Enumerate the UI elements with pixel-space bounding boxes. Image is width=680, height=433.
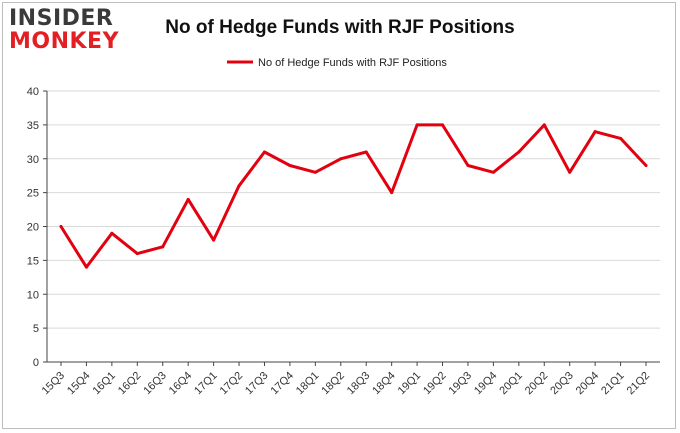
x-tick-label: 15Q4 [65,370,93,398]
data-point [262,150,266,154]
data-point [568,170,572,174]
axes [46,91,660,363]
y-axis-ticks: 0 5 10 15 20 25 30 35 40 [27,86,47,369]
data-point [517,150,521,154]
x-tick-label: 16Q2 [116,370,144,398]
data-point [288,164,292,168]
x-tick-label: 15Q3 [40,370,68,398]
series-line [59,123,648,269]
data-point [84,265,88,269]
x-tick-label: 17Q3 [243,370,271,398]
data-point [212,238,216,242]
data-point [491,170,495,174]
x-tick-label: 20Q1 [497,370,525,398]
data-point [110,231,114,235]
y-tick-label: 25 [27,188,39,200]
x-tick-label: 16Q1 [90,370,118,398]
x-tick-label: 18Q1 [294,370,322,398]
data-point [466,164,470,168]
x-tick-label: 20Q2 [523,370,551,398]
x-tick-label: 17Q1 [192,370,220,398]
y-tick-label: 40 [27,86,39,98]
x-tick-label: 16Q3 [141,370,169,398]
chart-frame [2,2,676,429]
x-axis-ticks: 15Q315Q416Q116Q216Q316Q417Q117Q217Q317Q4… [40,362,653,398]
data-point [593,130,597,134]
y-tick-label: 35 [27,120,39,132]
y-tick-label: 30 [27,154,39,166]
x-tick-label: 17Q2 [218,370,246,398]
x-tick-label: 19Q4 [472,370,500,398]
data-point [161,245,165,249]
data-point [135,252,139,256]
x-tick-label: 21Q1 [599,370,627,398]
x-tick-label: 19Q1 [396,370,424,398]
series [59,123,648,269]
y-tick-label: 5 [33,323,39,335]
y-tick-label: 20 [27,222,39,234]
data-point [441,123,445,127]
legend: No of Hedge Funds with RJF Positions [227,57,447,69]
y-tick-label: 15 [27,255,39,267]
data-point [364,150,368,154]
insider-monkey-logo: INSIDER MONKEY [9,8,127,53]
y-tick-label: 0 [33,357,39,369]
legend-label: No of Hedge Funds with RJF Positions [258,57,447,69]
x-tick-label: 19Q2 [421,370,449,398]
x-tick-label: 21Q2 [625,370,653,398]
x-tick-label: 19Q3 [447,370,475,398]
data-point [339,157,343,161]
logo-line-2: MONKEY [9,29,120,54]
gridlines [47,90,660,329]
data-point [237,184,241,188]
x-tick-label: 20Q3 [548,370,576,398]
x-tick-label: 18Q4 [370,370,398,398]
data-point [644,164,648,168]
x-tick-label: 18Q3 [345,370,373,398]
y-tick-label: 10 [27,289,39,301]
x-tick-label: 16Q4 [167,370,195,398]
logo-line-1: INSIDER [9,6,114,31]
data-point [415,123,419,127]
chart-title: No of Hedge Funds with RJF Positions [165,17,515,38]
x-tick-label: 20Q4 [574,370,602,398]
data-point [186,197,190,201]
data-point [59,225,63,228]
data-point [619,136,623,140]
x-tick-label: 18Q2 [319,370,347,398]
data-point [542,123,546,127]
x-tick-label: 17Q4 [269,370,297,398]
data-point [313,170,317,174]
data-point [390,191,394,195]
